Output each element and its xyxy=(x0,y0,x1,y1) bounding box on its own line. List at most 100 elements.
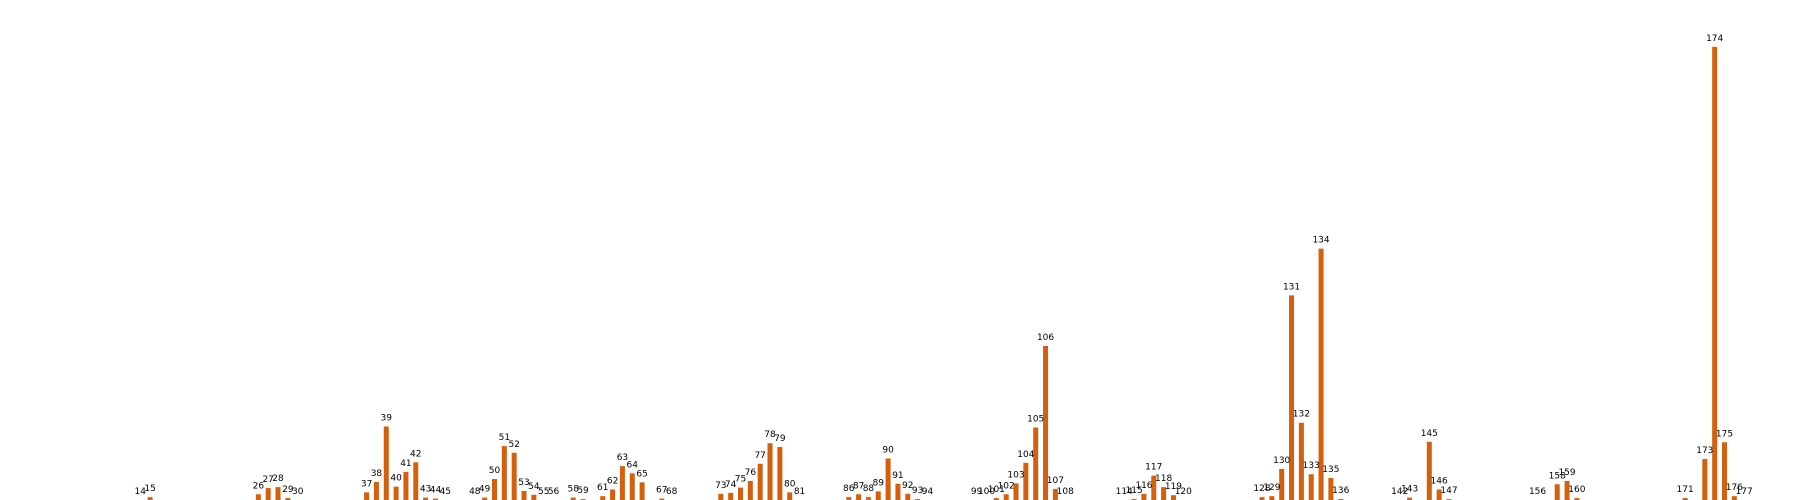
bar-label-132: 132 xyxy=(1293,410,1310,420)
bar-90 xyxy=(885,458,891,500)
bar-50 xyxy=(492,479,497,500)
bar-44 xyxy=(432,498,438,500)
bar-160 xyxy=(1574,498,1580,500)
bar-label-176: 176 xyxy=(1726,483,1743,493)
bar-label-115: 115 xyxy=(1126,486,1143,496)
bar-label-62: 62 xyxy=(607,477,618,487)
bar-label-56: 56 xyxy=(548,487,560,497)
bar-53 xyxy=(521,490,527,500)
bar-146 xyxy=(1436,489,1442,500)
bar-130 xyxy=(1279,469,1285,500)
bar-label-143: 143 xyxy=(1401,485,1418,495)
bar-label-59: 59 xyxy=(577,486,589,496)
bar-label-87: 87 xyxy=(853,481,864,491)
bar-label-118: 118 xyxy=(1155,474,1172,484)
bar-76 xyxy=(747,480,753,500)
bar-label-74: 74 xyxy=(725,480,737,490)
bar-label-48: 48 xyxy=(469,487,481,497)
bar-label-55: 55 xyxy=(538,487,549,497)
bar-label-65: 65 xyxy=(636,469,647,479)
bar-label-159: 159 xyxy=(1558,468,1575,478)
bar-label-129: 129 xyxy=(1263,483,1280,493)
bar-label-78: 78 xyxy=(764,430,776,440)
bar-label-101: 101 xyxy=(988,485,1005,495)
bar-label-158: 158 xyxy=(1549,471,1566,481)
bar-label-120: 120 xyxy=(1175,487,1192,497)
bar-label-43: 43 xyxy=(420,485,431,495)
bar-label-105: 105 xyxy=(1027,415,1044,425)
bar-label-103: 103 xyxy=(1007,470,1024,480)
bar-label-145: 145 xyxy=(1421,429,1438,439)
bar-label-79: 79 xyxy=(774,434,786,444)
bar-label-133: 133 xyxy=(1303,461,1320,471)
bar-label-119: 119 xyxy=(1165,482,1182,492)
bar-label-75: 75 xyxy=(735,475,746,485)
bar-label-38: 38 xyxy=(371,469,383,479)
bar-label-94: 94 xyxy=(922,487,934,497)
bar-label-146: 146 xyxy=(1431,477,1448,487)
bar-171 xyxy=(1682,498,1688,500)
bar-label-63: 63 xyxy=(617,453,628,463)
bar-label-131: 131 xyxy=(1283,282,1300,292)
bar-label-37: 37 xyxy=(361,479,372,489)
bar-label-30: 30 xyxy=(292,487,304,497)
bar-174 xyxy=(1712,46,1718,500)
bar-label-80: 80 xyxy=(784,479,796,489)
bar-91 xyxy=(895,483,901,500)
bar-131 xyxy=(1289,295,1295,500)
bar-158 xyxy=(1554,484,1560,500)
bar-61 xyxy=(600,496,606,500)
bar-label-67: 67 xyxy=(656,486,667,496)
bar-78 xyxy=(767,443,773,500)
bar-159 xyxy=(1564,480,1570,500)
bar-label-53: 53 xyxy=(518,478,529,488)
bar-label-45: 45 xyxy=(440,487,451,497)
bar-label-156: 156 xyxy=(1529,487,1546,497)
bar-52 xyxy=(511,452,517,500)
bar-label-147: 147 xyxy=(1440,486,1457,496)
bar-89 xyxy=(875,491,881,500)
bar-27 xyxy=(265,488,271,500)
bar-label-100: 100 xyxy=(978,487,995,497)
bar-143 xyxy=(1407,497,1413,500)
bar-43 xyxy=(423,497,429,500)
bar-28 xyxy=(275,487,281,500)
bar-label-26: 26 xyxy=(253,481,265,491)
bar-label-64: 64 xyxy=(627,460,639,470)
bar-label-61: 61 xyxy=(597,483,608,493)
bar-92 xyxy=(905,493,911,500)
bar-label-41: 41 xyxy=(400,459,411,469)
bar-39 xyxy=(383,426,389,500)
bar-173 xyxy=(1702,458,1708,500)
bar-118 xyxy=(1161,487,1167,500)
bar-58 xyxy=(570,497,576,500)
bar-135 xyxy=(1328,478,1334,500)
bar-176 xyxy=(1731,496,1737,500)
bar-41 xyxy=(403,471,409,500)
bar-62 xyxy=(610,489,616,500)
bar-128 xyxy=(1259,497,1265,500)
bar-label-76: 76 xyxy=(745,468,757,478)
bar-26 xyxy=(255,494,261,500)
bar-label-27: 27 xyxy=(262,475,273,485)
bar-label-52: 52 xyxy=(508,440,519,450)
bar-51 xyxy=(501,446,507,500)
bar-15 xyxy=(147,497,153,500)
bar-119 xyxy=(1170,495,1176,500)
bar-132 xyxy=(1298,422,1304,500)
bar-102 xyxy=(1003,494,1009,500)
bar-label-117: 117 xyxy=(1145,463,1162,473)
bar-label-99: 99 xyxy=(971,487,983,497)
bar-label-128: 128 xyxy=(1253,484,1270,494)
bar-label-108: 108 xyxy=(1057,487,1074,497)
bar-label-90: 90 xyxy=(882,446,894,456)
bar-145 xyxy=(1426,441,1432,500)
bar-37 xyxy=(364,492,370,500)
bar-label-102: 102 xyxy=(998,481,1015,491)
bar-label-104: 104 xyxy=(1017,450,1034,460)
bar-73 xyxy=(718,493,724,500)
bar-label-135: 135 xyxy=(1322,465,1339,475)
bar-label-88: 88 xyxy=(863,484,875,494)
bar-label-173: 173 xyxy=(1696,446,1713,456)
